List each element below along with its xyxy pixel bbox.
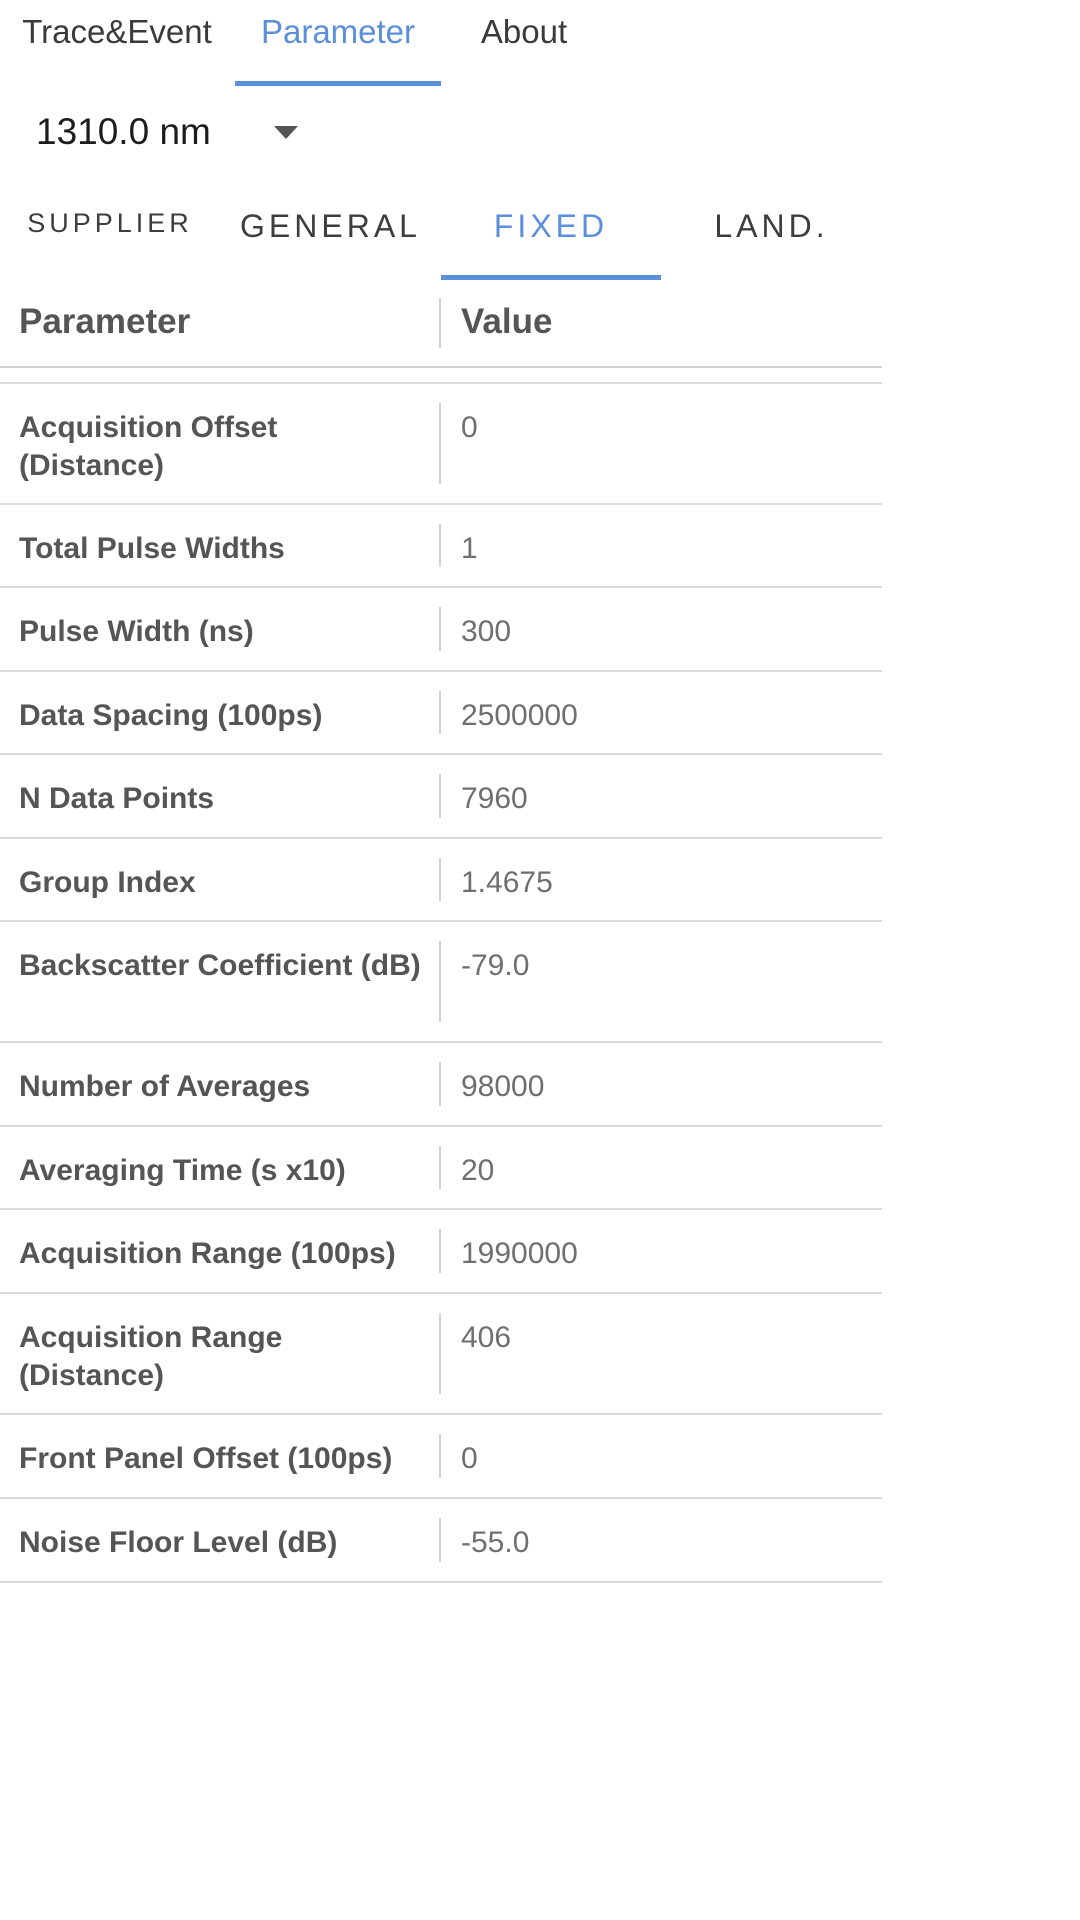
table-row[interactable]: Acquisition Range (Distance) 406 [0, 1294, 882, 1415]
cell-divider [439, 1518, 441, 1562]
parameter-table: Acquisition Offset (Distance) 0 Total Pu… [0, 384, 882, 1583]
parameter-value: 0 [461, 411, 478, 444]
parameter-value: 0 [461, 1442, 478, 1475]
table-row[interactable]: Averaging Time (s x10) 20 [0, 1127, 882, 1210]
parameter-value: 300 [461, 615, 512, 648]
cell-divider [439, 607, 441, 651]
header-divider [0, 382, 882, 384]
parameter-value: 2500000 [461, 699, 578, 732]
parameter-name: Backscatter Coefficient (dB) [19, 949, 421, 982]
parameter-name: Acquisition Range (100ps) [19, 1237, 396, 1270]
parameter-name: Total Pulse Widths [19, 532, 285, 565]
cell-divider [439, 774, 441, 818]
tab-active-indicator [235, 81, 441, 86]
tab-about[interactable]: About [456, 0, 592, 86]
parameter-name: N Data Points [19, 782, 215, 815]
tab-land-label: LAND. [714, 208, 829, 244]
sub-tab-active-indicator [441, 275, 661, 280]
table-row[interactable]: Acquisition Range (100ps) 1990000 [0, 1210, 882, 1294]
tab-parameter-label: Parameter [260, 13, 416, 50]
cell-divider [439, 524, 441, 567]
tab-trace-event[interactable]: Trace&Event [12, 0, 222, 86]
table-row[interactable]: N Data Points 7960 [0, 755, 882, 839]
parameter-name: Averaging Time (s x10) [19, 1154, 346, 1187]
parameter-value: -79.0 [461, 949, 530, 982]
parameter-name: Front Panel Offset (100ps) [19, 1442, 393, 1475]
cell-divider [439, 858, 441, 901]
tab-fixed-label: FIXED [493, 208, 609, 244]
parameter-value: 1 [461, 532, 478, 565]
table-header: Parameter Value [0, 280, 882, 368]
cell-divider [439, 691, 441, 734]
top-tab-bar: Trace&Event Parameter About [0, 0, 882, 86]
parameter-name: Acquisition Offset (Distance) [19, 411, 278, 482]
cell-divider [439, 1434, 441, 1478]
cell-divider [439, 1062, 441, 1106]
table-row[interactable]: Number of Averages 98000 [0, 1043, 882, 1127]
app-screen: Trace&Event Parameter About 1310.0 nm SU… [0, 0, 882, 1583]
table-row[interactable]: Acquisition Offset (Distance) 0 [0, 384, 882, 505]
parameter-value: 1990000 [461, 1237, 578, 1270]
tab-parameter[interactable]: Parameter [235, 0, 441, 86]
table-row[interactable]: Total Pulse Widths 1 [0, 505, 882, 588]
table-row[interactable]: Front Panel Offset (100ps) 0 [0, 1415, 882, 1499]
column-header-parameter[interactable]: Parameter [19, 302, 191, 341]
tab-supplier-label: SUPPLIER [27, 208, 193, 238]
table-row[interactable]: Group Index 1.4675 [0, 839, 882, 922]
parameter-name: Acquisition Range (Distance) [19, 1321, 283, 1392]
cell-divider [439, 941, 441, 1022]
tab-general-label: GENERAL [240, 208, 421, 244]
column-header-value[interactable]: Value [461, 302, 553, 341]
parameter-value: -55.0 [461, 1526, 530, 1559]
table-row[interactable]: Pulse Width (ns) 300 [0, 588, 882, 672]
parameter-name: Data Spacing (100ps) [19, 699, 323, 732]
tab-about-label: About [480, 13, 568, 50]
cell-divider [439, 1146, 441, 1189]
tab-land[interactable]: LAND. [661, 190, 882, 280]
parameter-value: 20 [461, 1154, 495, 1187]
parameter-value: 1.4675 [461, 866, 553, 899]
tab-fixed[interactable]: FIXED [441, 190, 661, 280]
wavelength-value: 1310.0 nm [36, 111, 211, 152]
parameter-name: Pulse Width (ns) [19, 615, 254, 648]
cell-divider [439, 403, 441, 484]
parameter-value: 98000 [461, 1070, 545, 1103]
tab-supplier[interactable]: SUPPLIER [0, 190, 220, 280]
parameter-value: 7960 [461, 782, 528, 815]
tab-trace-event-label: Trace&Event [22, 13, 212, 50]
chevron-down-icon [274, 126, 298, 139]
parameter-name: Group Index [19, 866, 196, 899]
tab-general[interactable]: GENERAL [220, 190, 441, 280]
parameter-name: Number of Averages [19, 1070, 311, 1103]
table-row[interactable]: Noise Floor Level (dB) -55.0 [0, 1499, 882, 1583]
cell-divider [439, 1313, 441, 1394]
wavelength-select[interactable]: 1310.0 nm [36, 100, 311, 164]
table-row[interactable]: Backscatter Coefficient (dB) -79.0 [0, 922, 882, 1043]
column-divider [439, 298, 441, 348]
cell-divider [439, 1229, 441, 1273]
parameter-name: Noise Floor Level (dB) [19, 1526, 338, 1559]
sub-tab-bar: SUPPLIER GENERAL FIXED LAND. [0, 190, 882, 280]
table-row[interactable]: Data Spacing (100ps) 2500000 [0, 672, 882, 755]
parameter-value: 406 [461, 1321, 512, 1354]
